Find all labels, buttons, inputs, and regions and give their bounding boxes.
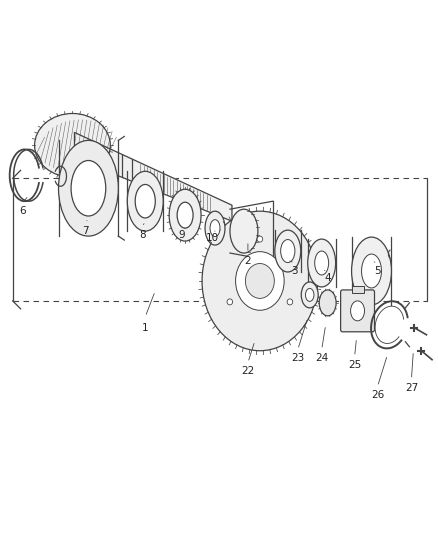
Ellipse shape — [245, 263, 274, 298]
Text: 8: 8 — [139, 230, 145, 240]
Ellipse shape — [308, 239, 336, 287]
Ellipse shape — [236, 252, 284, 310]
Ellipse shape — [361, 254, 381, 288]
FancyBboxPatch shape — [341, 290, 374, 332]
Text: 5: 5 — [374, 266, 381, 276]
Ellipse shape — [210, 220, 220, 237]
Text: 23: 23 — [291, 353, 304, 363]
Ellipse shape — [205, 211, 225, 245]
Ellipse shape — [275, 230, 301, 272]
Ellipse shape — [177, 202, 193, 228]
Ellipse shape — [257, 236, 263, 242]
Ellipse shape — [301, 282, 318, 308]
Ellipse shape — [135, 184, 155, 218]
Text: 6: 6 — [19, 206, 26, 216]
Ellipse shape — [305, 288, 314, 301]
Ellipse shape — [230, 209, 258, 253]
Ellipse shape — [350, 301, 364, 321]
Text: 22: 22 — [241, 366, 254, 376]
Text: 1: 1 — [142, 323, 148, 333]
Ellipse shape — [319, 290, 336, 316]
Polygon shape — [74, 132, 232, 221]
Ellipse shape — [314, 251, 328, 275]
Ellipse shape — [35, 114, 110, 177]
Ellipse shape — [287, 299, 293, 305]
Ellipse shape — [59, 140, 118, 236]
Text: 10: 10 — [205, 233, 219, 243]
Text: 25: 25 — [348, 360, 361, 370]
Text: 26: 26 — [371, 390, 384, 400]
Text: 3: 3 — [291, 266, 298, 276]
Text: 7: 7 — [82, 226, 89, 236]
Text: 27: 27 — [405, 383, 418, 393]
Text: 2: 2 — [244, 256, 251, 266]
Ellipse shape — [281, 239, 295, 263]
Text: 9: 9 — [179, 230, 185, 240]
Ellipse shape — [227, 299, 233, 305]
Text: 4: 4 — [325, 273, 331, 283]
Ellipse shape — [202, 211, 318, 351]
Text: 24: 24 — [315, 353, 328, 363]
Ellipse shape — [127, 171, 163, 231]
Ellipse shape — [71, 160, 106, 216]
Bar — [352, 286, 364, 293]
Ellipse shape — [169, 189, 201, 241]
Ellipse shape — [352, 237, 392, 305]
